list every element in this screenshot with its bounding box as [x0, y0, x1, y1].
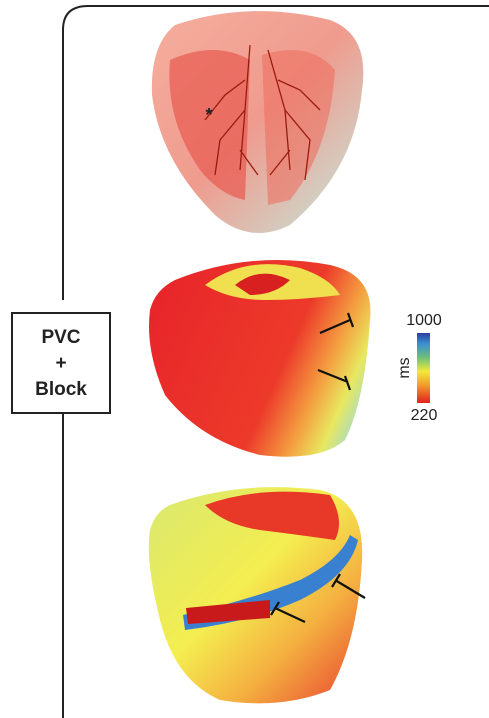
- heart-activation-map: [149, 260, 371, 457]
- box-line: PVC: [41, 327, 80, 348]
- figure: PVC + Block * 1000 220 ms: [0, 0, 489, 718]
- colorbar-unit: ms: [396, 357, 413, 378]
- colorbar: [417, 333, 430, 403]
- box-line: Block: [35, 379, 87, 400]
- box-line: +: [55, 353, 66, 374]
- heart-activation-map: [149, 487, 362, 703]
- heart-purkinje: [152, 11, 363, 233]
- pacing-marker: *: [205, 105, 212, 125]
- colorbar-max: 1000: [406, 312, 442, 329]
- colorbar-min: 220: [411, 407, 438, 424]
